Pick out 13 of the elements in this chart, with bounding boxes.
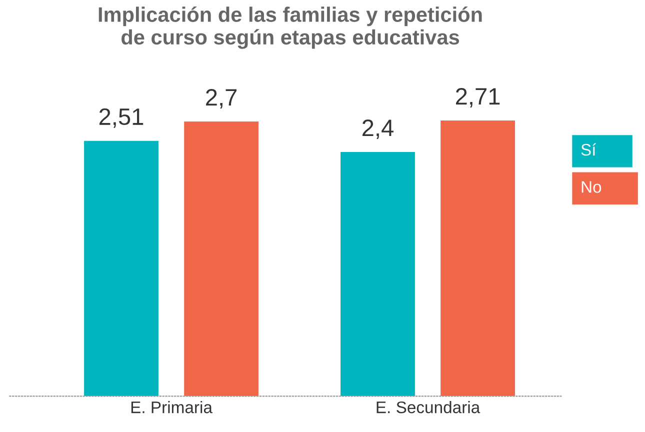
data-label: 2,51	[99, 108, 144, 128]
x-tick-label: E. Secundaria	[376, 401, 480, 414]
chart-title: Implicación de las familias y repetición de curso según etapas educativas	[98, 6, 482, 49]
text: No	[582, 181, 602, 193]
bar	[340, 152, 415, 396]
data-label: 2,7	[206, 89, 237, 109]
bar	[440, 120, 515, 396]
text: Sí	[581, 143, 596, 156]
x-tick-label: E. Primaria	[131, 401, 212, 414]
bar	[184, 122, 258, 396]
data-label: 2,71	[456, 88, 500, 108]
bar	[84, 140, 158, 396]
data-label: 2,4	[362, 120, 394, 140]
